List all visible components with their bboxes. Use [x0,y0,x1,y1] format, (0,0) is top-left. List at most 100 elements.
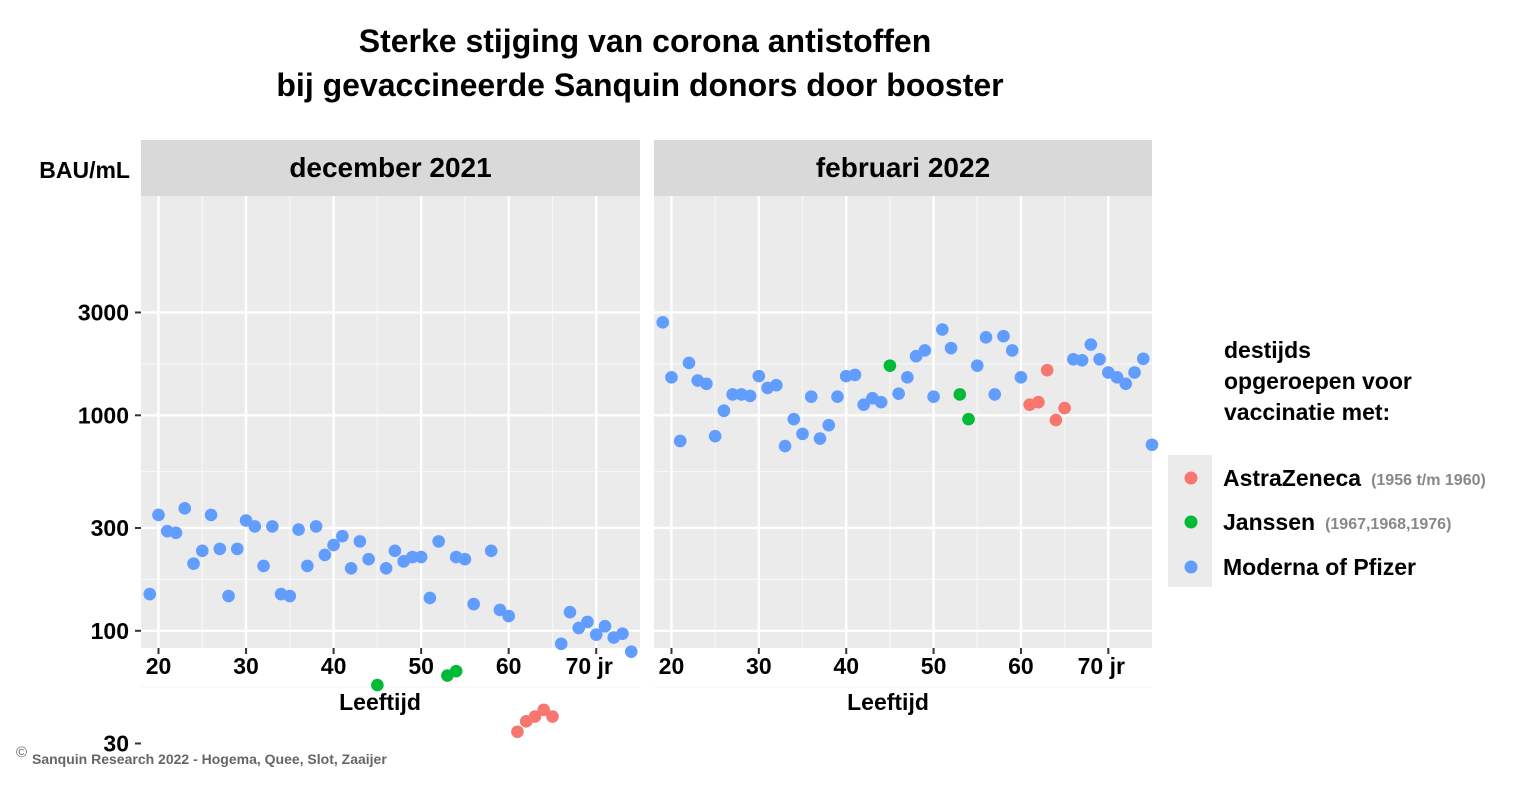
legend: destijds opgeroepen voor vaccinatie met:… [1168,337,1486,587]
data-point [700,377,713,391]
data-point [423,591,437,605]
x-tick-label: 20 [659,653,685,679]
legend-key-ModernaPfizer [1184,560,1198,574]
y-tick-label: 300 [91,515,129,541]
data-point [169,526,183,540]
legend-title-line-2: opgeroepen voor [1224,368,1412,394]
data-point [673,434,687,448]
data-point [953,388,967,401]
panel-strip-label: februari 2022 [816,152,990,183]
data-point [327,538,340,552]
data-point [778,439,792,453]
x-tick-label: 70 jr [1078,653,1125,679]
data-point [770,378,783,392]
panel-strip-label: december 2021 [289,152,491,183]
data-point [554,637,568,651]
legend-note: (1956 t/m 1960) [1371,472,1486,489]
series-AstraZeneca [1023,363,1071,427]
data-point [406,550,419,564]
data-point [414,550,428,564]
data-point [1136,352,1150,366]
x-axis-title-right: Leeftijd [847,689,929,715]
data-point [537,703,551,717]
x-tick-label: 50 [921,653,947,679]
data-point [187,557,200,570]
data-point [362,552,375,566]
credit-text: Sanquin Research 2022 - Hogema, Quee, Sl… [32,751,387,767]
data-point [831,390,844,403]
data-point [901,371,914,384]
data-point [616,627,629,640]
x-tick-label: 70 jr [566,653,613,679]
data-point [1084,338,1098,351]
data-point [493,603,507,617]
data-point [344,561,358,575]
data-point [589,628,603,641]
chart-title-line-2: bij gevaccineerde Sanquin donors door bo… [276,67,1003,103]
data-point [752,369,766,383]
data-point [1032,395,1045,409]
data-point [152,508,165,522]
series-ModernaPfizer [143,502,638,658]
x-tick-label: 30 [746,653,772,679]
series-ModernaPfizer [656,316,1159,453]
data-point [379,561,393,575]
data-point [195,544,209,558]
data-point [787,412,801,426]
data-point [1049,413,1063,427]
chart-title-line-1: Sterke stijging van corona antistoffen [359,23,932,59]
x-tick-label: 20 [146,653,172,679]
data-point [717,404,731,418]
x-tick-label: 60 [496,653,522,679]
data-point [502,609,515,623]
data-point [266,520,279,533]
data-point [1119,377,1133,391]
data-point [962,412,975,426]
legend-entries: AstraZeneca (1956 t/m 1960) Janssen (1967,1… [1184,465,1486,580]
data-point [979,331,993,344]
data-point [1110,371,1124,384]
data-point [883,359,897,372]
data-point [222,589,235,603]
data-point [572,621,586,635]
legend-key-Janssen [1184,515,1198,529]
data-point [708,429,722,443]
series-AstraZeneca [511,703,559,739]
data-point [848,368,862,382]
data-point [371,678,384,692]
data-point [318,548,332,562]
data-point [1014,371,1028,384]
data-point [1075,353,1089,367]
y-tick-label: 1000 [78,402,129,428]
data-point [563,605,577,619]
data-point [546,710,559,723]
data-point [230,542,244,556]
panel-1: december 2021 20 30 40 50 60 70 jr [141,140,640,745]
data-point [665,371,678,384]
data-point [936,323,949,336]
data-point [511,725,524,739]
legend-title-line-3: vaccinatie met: [1224,399,1390,425]
x-tick-label: 30 [233,653,259,679]
panel-background [654,196,1152,648]
data-point [257,559,270,573]
legend-title-line-1: destijds [1224,337,1311,363]
series-Janssen [371,664,463,692]
data-point [204,508,218,522]
data-point [213,542,227,556]
series-Janssen [883,359,975,426]
data-point [682,356,696,370]
x-tick-label: 50 [408,653,434,679]
data-point [988,388,1002,401]
data-point [892,387,905,400]
data-point [822,418,836,432]
data-point [528,710,542,723]
panel-background [141,196,640,648]
x-axis-title-left: Leeftijd [339,689,421,715]
legend-label: Janssen [1223,509,1315,535]
data-point [598,619,612,633]
data-point [1058,401,1071,415]
panel-strip [654,140,1152,196]
data-point [1128,366,1141,379]
